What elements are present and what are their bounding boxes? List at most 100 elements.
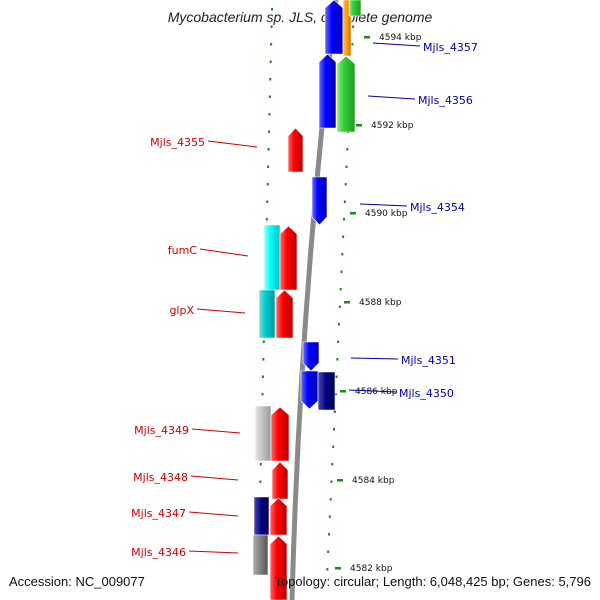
gc-dot <box>338 323 340 326</box>
gc-dot <box>333 410 336 413</box>
scale-tick <box>356 124 362 127</box>
gene-arrow <box>317 371 336 411</box>
gene-label: Mjls_4350 <box>399 387 454 400</box>
gc-dot <box>326 568 329 571</box>
gene-label-leader <box>207 140 258 148</box>
scale-tick <box>344 301 350 304</box>
gc-dot <box>262 340 265 343</box>
gc-dot <box>266 183 269 186</box>
gc-dot <box>346 148 349 151</box>
gc-dot <box>341 253 344 256</box>
gc-dot <box>338 305 341 308</box>
gene-label: Mjls_4349 <box>134 424 189 437</box>
gc-dot <box>339 288 342 291</box>
gene-label: Mjls_4346 <box>131 546 186 559</box>
gene-arrow <box>254 405 272 462</box>
gc-dot <box>352 25 355 28</box>
gene-label: Mjls_4347 <box>131 507 186 520</box>
gene-label-leader <box>372 42 421 47</box>
gene-label-leader <box>190 475 239 481</box>
scale-tick-label: 4592 kbp <box>371 121 414 131</box>
gc-dot <box>270 25 273 28</box>
gc-dot <box>259 480 262 483</box>
gc-dot <box>328 533 330 536</box>
scale-tick-label: 4594 kbp <box>379 33 422 43</box>
gc-dot <box>331 463 334 466</box>
gene-arrow <box>311 176 328 226</box>
gc-dot <box>265 218 268 221</box>
gene-arrow <box>336 55 356 133</box>
gene-arrow <box>269 535 288 600</box>
gene-label: Mjls_4351 <box>401 354 456 367</box>
scale-tick-label: 4586 kbp <box>355 387 398 397</box>
gc-dot <box>342 235 345 238</box>
gc-dot <box>343 200 346 203</box>
gene-label-leader <box>191 428 241 434</box>
gene-label-leader <box>199 248 249 257</box>
scale-tick <box>364 36 370 39</box>
scale-tick <box>337 479 343 482</box>
gc-dot <box>269 60 272 63</box>
gene-arrow <box>269 497 288 536</box>
gc-dot <box>266 200 269 203</box>
scale-tick-label: 4590 kbp <box>365 209 408 219</box>
gc-dot <box>334 393 337 396</box>
gc-dot <box>268 113 271 116</box>
gc-dot <box>267 148 270 151</box>
gc-dot <box>261 375 264 378</box>
gene-label: fumC <box>168 244 198 257</box>
gene-label: Mjls_4355 <box>150 136 205 149</box>
gc-dot <box>345 165 348 168</box>
gene-features <box>252 0 362 600</box>
gene-arrow <box>263 224 281 291</box>
gene-label-leader <box>359 203 408 207</box>
gene-arrow <box>253 496 270 536</box>
gene-label-leader <box>367 95 416 100</box>
gc-dot <box>269 78 272 81</box>
gene-arrow <box>287 127 304 173</box>
gc-dot <box>337 340 340 343</box>
gene-arrow <box>270 406 290 462</box>
gc-dot <box>262 358 265 361</box>
gene-label-leader <box>350 357 399 360</box>
scale-tick <box>340 390 346 393</box>
gene-label: Mjls_4354 <box>410 201 465 214</box>
gene-label-leader <box>196 308 246 314</box>
gc-dot <box>332 445 335 448</box>
gc-dot <box>336 358 339 361</box>
gene-label-leader <box>188 550 239 554</box>
scale-tick-label: 4588 kbp <box>359 298 402 308</box>
gene-label: Mjls_4348 <box>133 471 188 484</box>
gc-dot <box>261 393 264 396</box>
gc-dot <box>343 218 345 221</box>
gc-dot <box>270 43 273 46</box>
gc-dot <box>267 130 270 133</box>
gene-label: Mjls_4357 <box>423 41 478 54</box>
gc-dot <box>328 515 331 518</box>
gc-dot <box>327 550 330 553</box>
gene-arrow <box>318 53 337 129</box>
gene-label-leader <box>188 511 239 517</box>
scale-tick-label: 4584 kbp <box>352 476 395 486</box>
gene-arrow <box>252 534 269 576</box>
gene-label: Mjls_4356 <box>418 94 473 107</box>
gene-arrow <box>275 289 294 339</box>
genome-summary: Topology: circular; Length: 6,048,425 bp… <box>274 574 591 589</box>
gene-arrow <box>300 370 319 410</box>
map-title: Mycobacterium sp. JLS, complete genome <box>167 9 433 25</box>
gene-arrow <box>302 341 320 372</box>
gc-dot <box>329 498 332 501</box>
gc-dot <box>271 8 273 11</box>
scale-ticks: 4594 kbp 4592 kbp 4590 kbp 4588 kbp 4586 kbp… <box>335 33 422 574</box>
gc-dot <box>351 43 354 46</box>
gc-dot <box>259 463 262 466</box>
gc-dot <box>268 95 271 98</box>
gc-dot <box>330 480 333 483</box>
gene-label: glpX <box>169 304 194 317</box>
gc-dot <box>335 375 338 378</box>
scale-tick <box>335 567 341 570</box>
gene-arrow <box>271 461 289 500</box>
scale-tick <box>350 212 356 215</box>
scale-tick-label: 4582 kbp <box>350 564 393 574</box>
